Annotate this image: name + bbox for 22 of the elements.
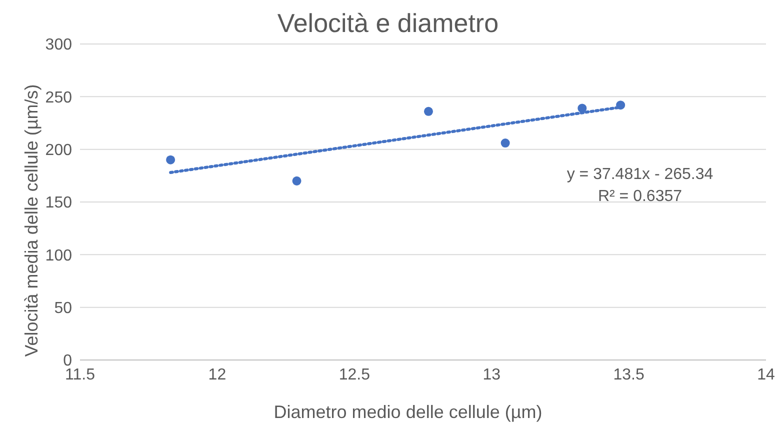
x-tick-label: 13 [482,366,501,384]
y-tick-label: 50 [54,300,72,318]
y-axis-title: Velocità media delle cellule (µm/s) [22,83,42,359]
chart-title: Velocità e diametro [277,8,499,38]
annotation: y = 37.481x - 265.34 [566,165,714,185]
x-tick-label: 12.5 [338,366,370,384]
y-tick-label: 200 [45,142,72,160]
point [424,106,433,116]
annotation: R² = 0.6357 [596,187,684,207]
x-axis-title: Diametro medio delle cellule (µm) [272,402,544,423]
y-tick-label: 150 [45,194,72,212]
x-tick-label: 12 [208,366,226,384]
x-tick-label: 14 [757,366,775,384]
point [292,176,302,186]
point [500,138,510,148]
x-tick-label: 13.5 [613,366,644,384]
y-tick-label: 300 [45,36,72,54]
y-tick-label: 250 [45,89,72,106]
y-tick-label: 100 [45,247,72,264]
point [166,155,176,164]
point [616,100,626,110]
point [578,104,587,113]
